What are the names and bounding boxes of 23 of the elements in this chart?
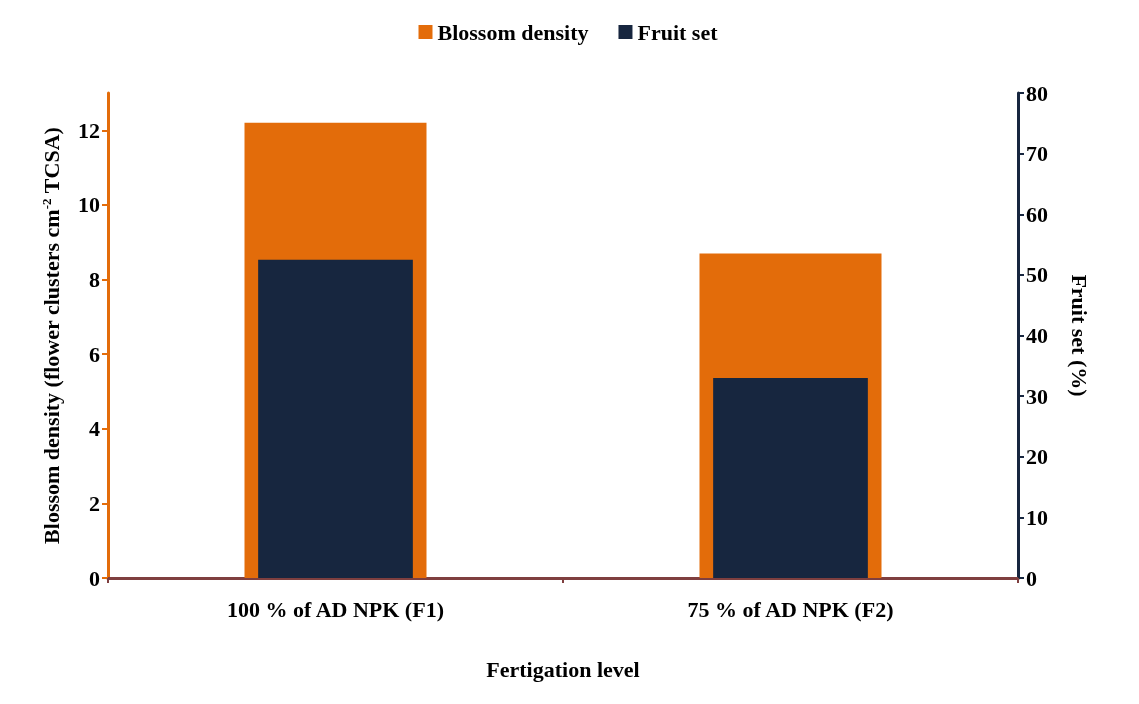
y2-tick-label: 50	[1026, 262, 1048, 288]
y2-tick-label: 80	[1026, 80, 1048, 106]
y2-tick-label: 30	[1026, 383, 1048, 409]
x-tick-label: 75 % of AD NPK (F2)	[687, 596, 894, 622]
y-tick-label: 0	[89, 565, 100, 591]
y2-tick-label: 10	[1026, 504, 1048, 530]
y2-tick-label: 40	[1026, 323, 1048, 348]
y-tick-label: 2	[89, 490, 100, 516]
y2-tick-label: 0	[1026, 565, 1037, 591]
y2-tick-label: 60	[1026, 201, 1048, 227]
y-tick-label: 6	[89, 341, 100, 367]
y-tick-label: 8	[89, 267, 100, 293]
y-axis-title: Blossom density (flower clusters cm-2 TCSA)	[39, 127, 64, 544]
y2-tick-label: 20	[1026, 444, 1048, 470]
x-axis-title: Fertigation level	[486, 656, 640, 682]
y-tick-label: 4	[89, 416, 100, 442]
y2-tick-label: 70	[1026, 141, 1048, 167]
y2-axis-title: Fruit set (%)	[1066, 274, 1092, 397]
x-tick-label: 100 % of AD NPK (F1)	[227, 596, 444, 622]
legend-label: Fruit set	[637, 19, 719, 45]
legend-label: Blossom density	[437, 19, 589, 45]
y-tick-label: 12	[78, 117, 100, 143]
y-tick-label: 10	[78, 192, 100, 218]
